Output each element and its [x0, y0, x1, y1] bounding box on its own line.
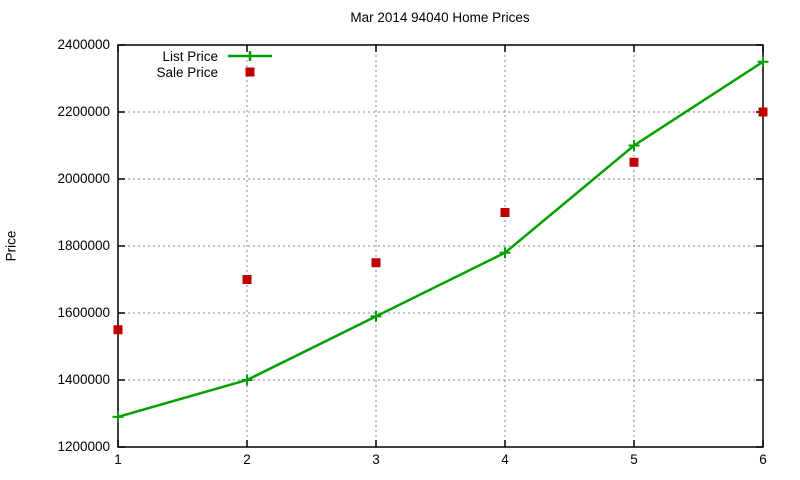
- legend-item-list-price: List Price: [120, 48, 273, 64]
- legend-label-sale-price: Sale Price: [156, 64, 218, 80]
- grid-lines: [118, 45, 763, 447]
- legend: List Price Sale Price: [120, 48, 273, 80]
- y-tick-label: 1800000: [57, 238, 110, 253]
- axes-frame: [117, 44, 764, 448]
- x-tick-label: 1: [114, 452, 122, 467]
- y-tick-label: 2400000: [57, 37, 110, 52]
- y-tick-label: 2200000: [57, 104, 110, 119]
- legend-item-sale-price: Sale Price: [120, 64, 273, 80]
- x-tick-label: 6: [759, 452, 767, 467]
- legend-label-list-price: List Price: [162, 48, 218, 64]
- y-tick-label: 2000000: [57, 171, 110, 186]
- y-tick-label: 1200000: [57, 439, 110, 454]
- y-tick-label: 1600000: [57, 305, 110, 320]
- series-list-price: [112, 56, 769, 423]
- series-sale-price: [113, 107, 768, 335]
- x-tick-label: 2: [243, 452, 251, 467]
- x-tick-label: 5: [630, 452, 638, 467]
- y-tick-label: 1400000: [57, 372, 110, 387]
- x-tick-label: 4: [501, 452, 509, 467]
- legend-square-sample-icon: [245, 67, 255, 77]
- legend-line-plus-sample-icon: [228, 51, 272, 61]
- chart-title: Mar 2014 94040 Home Prices: [350, 10, 530, 25]
- x-tick-label: 3: [372, 452, 380, 467]
